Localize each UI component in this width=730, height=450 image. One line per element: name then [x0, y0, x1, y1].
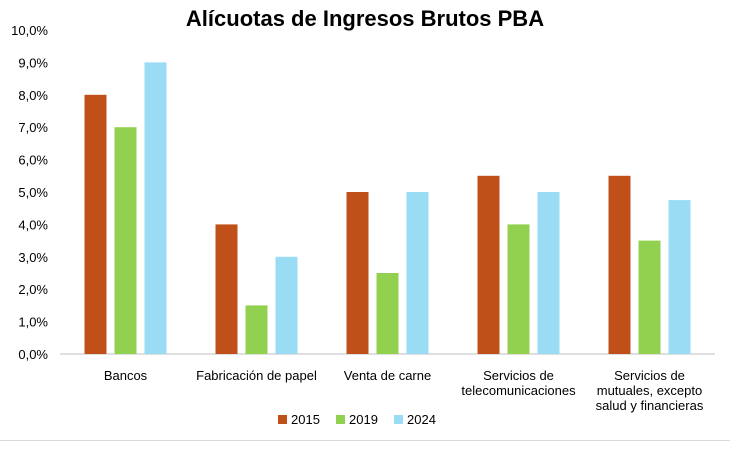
y-tick-label: 5,0%: [18, 185, 48, 200]
x-category-label-line: salud y financieras: [596, 398, 704, 413]
legend-label: 2024: [407, 412, 436, 427]
legend-swatch-2015: [278, 415, 287, 424]
x-category-label: Bancos: [104, 368, 148, 383]
y-tick-label: 8,0%: [18, 88, 48, 103]
y-tick-label: 9,0%: [18, 55, 48, 70]
bar-2019-1: [245, 305, 268, 354]
x-category-label-line: Fabricación de papel: [196, 368, 317, 383]
legend-swatch-2024: [394, 415, 403, 424]
y-tick-label: 7,0%: [18, 120, 48, 135]
bar-2019-0: [114, 127, 137, 354]
bar-2024-3: [537, 192, 560, 354]
bar-2024-2: [406, 192, 429, 354]
x-category-label: Servicios de mutuales, excepto salud y fin…: [596, 368, 704, 413]
bar-2024-0: [144, 62, 167, 355]
footer-divider: [0, 440, 730, 441]
bar-2019-2: [376, 273, 399, 354]
bar-2015-3: [477, 175, 500, 354]
legend-label: 2015: [291, 412, 320, 427]
legend-label: 2019: [349, 412, 378, 427]
chart-title: Alícuotas de Ingresos Brutos PBA: [185, 6, 545, 31]
bar-2015-0: [84, 94, 107, 355]
y-tick-label: 6,0%: [18, 153, 48, 168]
y-tick-label: 10,0%: [11, 23, 48, 38]
x-category-label-line: Bancos: [104, 368, 148, 383]
bar-2015-2: [346, 192, 369, 354]
bar-2015-4: [608, 175, 631, 354]
bar-2019-3: [507, 224, 530, 354]
x-category-label: Fabricación de papel: [196, 368, 317, 383]
x-category-label-line: mutuales, excepto: [597, 383, 703, 398]
x-category-label-line: Servicios de: [483, 368, 554, 383]
x-category-label-line: Servicios de: [614, 368, 685, 383]
y-tick-label: 1,0%: [18, 315, 48, 330]
y-tick-label: 4,0%: [18, 217, 48, 232]
bar-2024-1: [275, 256, 298, 354]
y-tick-label: 3,0%: [18, 250, 48, 265]
x-category-label: Servicios de telecomunicaciones: [461, 368, 576, 398]
x-category-label-line: telecomunicaciones: [461, 383, 576, 398]
bar-2024-4: [668, 200, 691, 354]
bar-2019-4: [638, 240, 661, 354]
bar-2015-1: [215, 224, 238, 354]
y-tick-label: 2,0%: [18, 282, 48, 297]
x-category-label-line: Venta de carne: [344, 368, 431, 383]
y-tick-label: 0,0%: [18, 347, 48, 362]
legend-swatch-2019: [336, 415, 345, 424]
x-category-label: Venta de carne: [344, 368, 431, 383]
